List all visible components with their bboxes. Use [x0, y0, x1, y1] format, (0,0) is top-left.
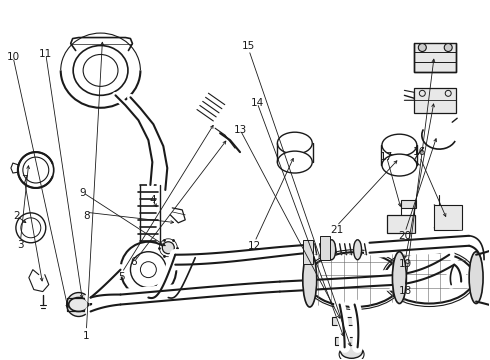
- Bar: [335, 337, 361, 345]
- Circle shape: [418, 44, 426, 51]
- Bar: [434, 205, 462, 230]
- Text: 4: 4: [149, 195, 155, 205]
- Ellipse shape: [277, 132, 312, 154]
- Bar: [388, 215, 416, 233]
- Text: 10: 10: [6, 52, 20, 62]
- Ellipse shape: [469, 252, 483, 303]
- Ellipse shape: [382, 154, 417, 176]
- Bar: [415, 42, 456, 72]
- Bar: [303, 240, 313, 264]
- Text: 3: 3: [17, 239, 24, 249]
- Circle shape: [162, 242, 174, 254]
- Ellipse shape: [69, 298, 89, 311]
- Text: 14: 14: [250, 98, 264, 108]
- Ellipse shape: [277, 151, 312, 173]
- Text: 9: 9: [80, 188, 86, 198]
- Text: 17: 17: [380, 152, 393, 162]
- Bar: [401, 200, 416, 208]
- Ellipse shape: [328, 240, 336, 260]
- Text: 1: 1: [83, 331, 90, 341]
- Ellipse shape: [303, 252, 317, 307]
- Ellipse shape: [385, 252, 474, 303]
- Ellipse shape: [382, 134, 417, 156]
- Text: 8: 8: [83, 211, 90, 221]
- Bar: [415, 88, 456, 113]
- Text: 20: 20: [398, 231, 412, 240]
- Ellipse shape: [392, 252, 406, 303]
- Bar: [319, 236, 330, 260]
- Circle shape: [444, 44, 452, 51]
- Text: 5: 5: [119, 272, 125, 282]
- Ellipse shape: [354, 240, 362, 260]
- Bar: [332, 318, 360, 325]
- Circle shape: [67, 293, 91, 316]
- Text: 19: 19: [398, 259, 412, 269]
- Ellipse shape: [307, 252, 402, 307]
- Text: 11: 11: [39, 49, 52, 59]
- Text: 12: 12: [248, 241, 261, 251]
- Text: 13: 13: [234, 125, 247, 135]
- Text: 16: 16: [413, 147, 426, 157]
- Ellipse shape: [341, 345, 363, 358]
- Text: 21: 21: [330, 225, 343, 235]
- Text: 18: 18: [398, 286, 412, 296]
- Text: 2: 2: [13, 211, 20, 221]
- Text: 6: 6: [130, 257, 137, 267]
- Circle shape: [121, 242, 176, 298]
- Text: 15: 15: [242, 41, 255, 50]
- Text: 7: 7: [21, 175, 28, 185]
